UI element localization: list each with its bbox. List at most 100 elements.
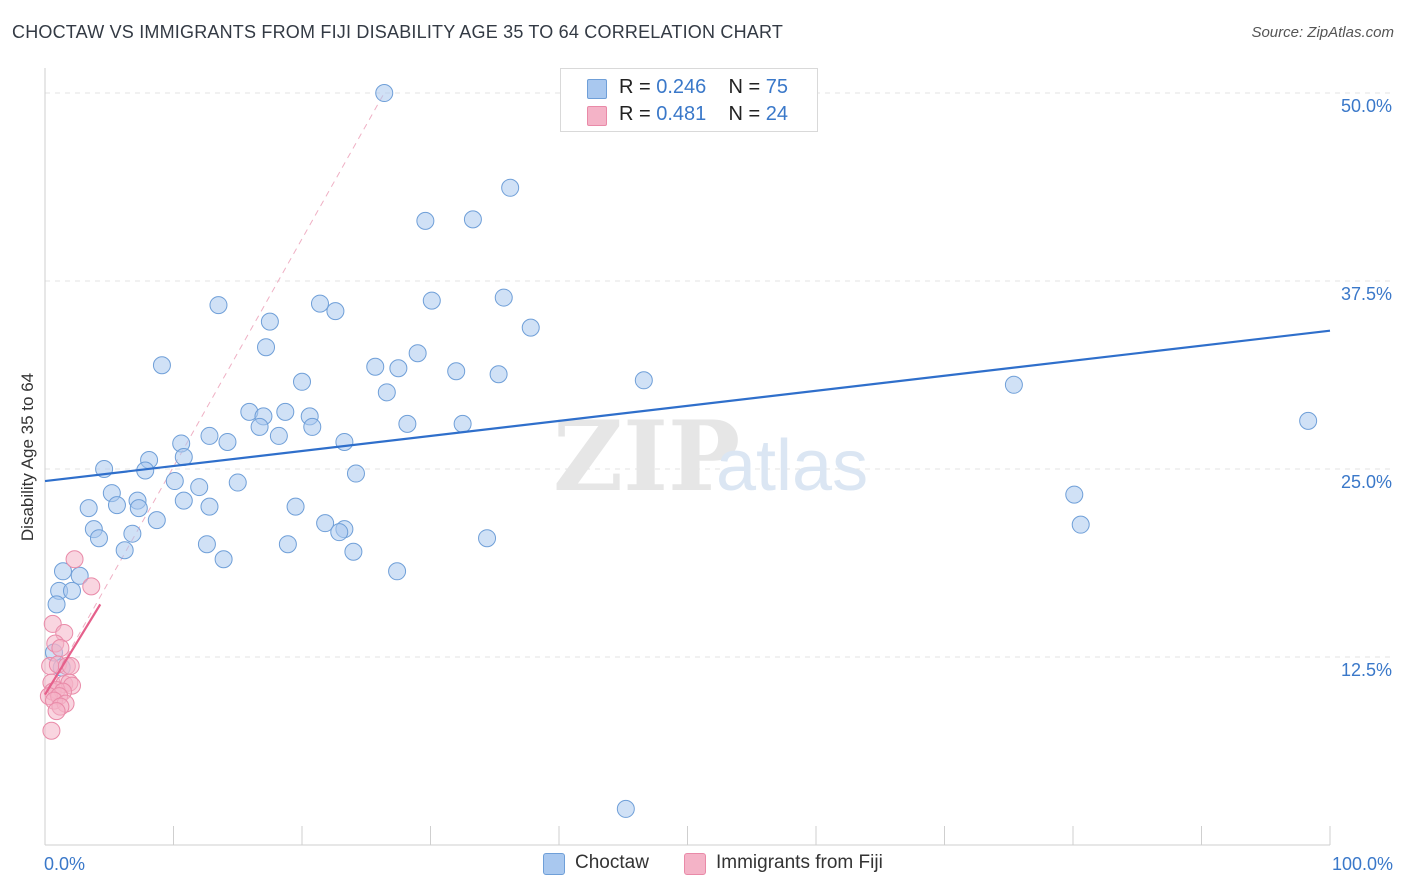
- choctaw-point: [330, 523, 349, 542]
- correlation-legend: R = 0.246 N = 75 R = 0.481 N = 24: [560, 68, 818, 132]
- choctaw-point: [616, 799, 635, 818]
- choctaw-point: [209, 296, 228, 315]
- choctaw-point: [521, 318, 540, 337]
- bottom-legend-swatch-fiji: [684, 853, 706, 875]
- choctaw-point: [494, 288, 513, 307]
- data-points: [39, 84, 1318, 818]
- bottom-legend-label-choctaw: Choctaw: [575, 852, 649, 873]
- fiji-point: [47, 702, 66, 721]
- y-tick-label: 37.5%: [1341, 284, 1392, 304]
- choctaw-point: [377, 383, 396, 402]
- watermark-zip: ZIP: [553, 400, 740, 513]
- r-label: R =: [619, 76, 651, 98]
- choctaw-point: [303, 417, 322, 436]
- n-label: N =: [728, 103, 761, 125]
- bottom-legend-swatch-choctaw: [543, 853, 565, 875]
- gridlines: [45, 92, 1392, 658]
- x-tick-label: 0.0%: [44, 854, 85, 874]
- choctaw-point: [79, 499, 98, 518]
- n-value: 24: [765, 103, 789, 125]
- bottom-legend-label-fiji: Immigrants from Fiji: [716, 852, 883, 873]
- fiji-point: [65, 550, 84, 569]
- choctaw-point: [47, 595, 66, 614]
- r-value: 0.246: [656, 76, 707, 98]
- x-tick-label: 100.0%: [1332, 854, 1393, 874]
- legend-swatch-choctaw: [587, 79, 607, 99]
- r-value: 0.481: [656, 103, 707, 125]
- tick-labels: 12.5% 25.0% 37.5% 50.0% 0.0% 100.0% Disability…: [18, 96, 1393, 874]
- chart-title: CHOCTAW VS IMMIGRANTS FROM FIJI DISABILI…: [12, 22, 784, 42]
- choctaw-point: [293, 372, 311, 391]
- r-label: R =: [619, 103, 651, 125]
- choctaw-point: [1071, 515, 1090, 534]
- choctaw-point: [197, 535, 216, 554]
- axes: [44, 68, 1331, 846]
- choctaw-point: [200, 497, 219, 516]
- choctaw-point: [165, 472, 184, 491]
- choctaw-point: [257, 338, 276, 357]
- choctaw-point: [634, 371, 653, 390]
- choctaw-point: [447, 362, 466, 381]
- n-value: 75: [765, 76, 789, 98]
- trend-lines: [44, 329, 1331, 696]
- choctaw-point: [1065, 485, 1084, 504]
- choctaw-point: [218, 432, 237, 451]
- choctaw-trend-line: [44, 329, 1331, 483]
- choctaw-point: [200, 426, 219, 445]
- trend-extension: [44, 92, 385, 695]
- choctaw-point: [463, 210, 482, 229]
- choctaw-point: [478, 529, 497, 548]
- choctaw-point: [147, 511, 166, 530]
- fiji-point: [51, 638, 70, 657]
- choctaw-point: [388, 562, 407, 581]
- choctaw-point: [269, 426, 288, 445]
- choctaw-point: [152, 356, 171, 375]
- choctaw-point: [416, 211, 435, 230]
- y-axis-label: Disability Age 35 to 64: [18, 373, 37, 541]
- choctaw-point: [398, 414, 417, 433]
- choctaw-point: [453, 414, 472, 433]
- choctaw-point: [228, 473, 247, 492]
- n-label: N =: [728, 76, 761, 98]
- legend-swatch-fiji: [587, 106, 607, 126]
- choctaw-point: [389, 359, 408, 378]
- fiji-trend-line: [44, 603, 102, 696]
- choctaw-point: [316, 514, 335, 533]
- choctaw-point: [62, 581, 81, 600]
- y-tick-label: 12.5%: [1341, 660, 1392, 680]
- choctaw-point: [190, 478, 209, 497]
- choctaw-point: [123, 524, 142, 543]
- choctaw-point: [344, 542, 363, 561]
- choctaw-point: [107, 496, 126, 515]
- watermark-atlas: atlas: [716, 426, 868, 506]
- choctaw-point: [408, 344, 427, 363]
- choctaw-point: [1004, 375, 1023, 394]
- choctaw-point: [278, 535, 297, 554]
- choctaw-point: [260, 312, 279, 331]
- fiji-point: [61, 657, 80, 676]
- choctaw-point: [375, 84, 394, 103]
- choctaw-point: [276, 402, 295, 421]
- choctaw-point: [1299, 411, 1318, 430]
- choctaw-point: [501, 178, 520, 197]
- choctaw-point: [115, 541, 134, 560]
- choctaw-point: [53, 562, 72, 581]
- fiji-trend-extension: [44, 92, 385, 695]
- choctaw-point: [335, 432, 354, 451]
- choctaw-point: [89, 529, 108, 548]
- fiji-point: [42, 721, 61, 740]
- fiji-point: [82, 577, 101, 596]
- source-label: Source: ZipAtlas.com: [1251, 24, 1394, 41]
- choctaw-point: [366, 357, 385, 376]
- choctaw-point: [326, 302, 345, 321]
- y-tick-label: 50.0%: [1341, 96, 1392, 116]
- choctaw-point: [489, 365, 508, 384]
- y-tick-label: 25.0%: [1341, 472, 1392, 492]
- choctaw-point: [174, 491, 193, 510]
- choctaw-point: [250, 417, 269, 436]
- choctaw-point: [129, 499, 148, 518]
- choctaw-point: [346, 464, 365, 483]
- choctaw-point: [310, 294, 329, 313]
